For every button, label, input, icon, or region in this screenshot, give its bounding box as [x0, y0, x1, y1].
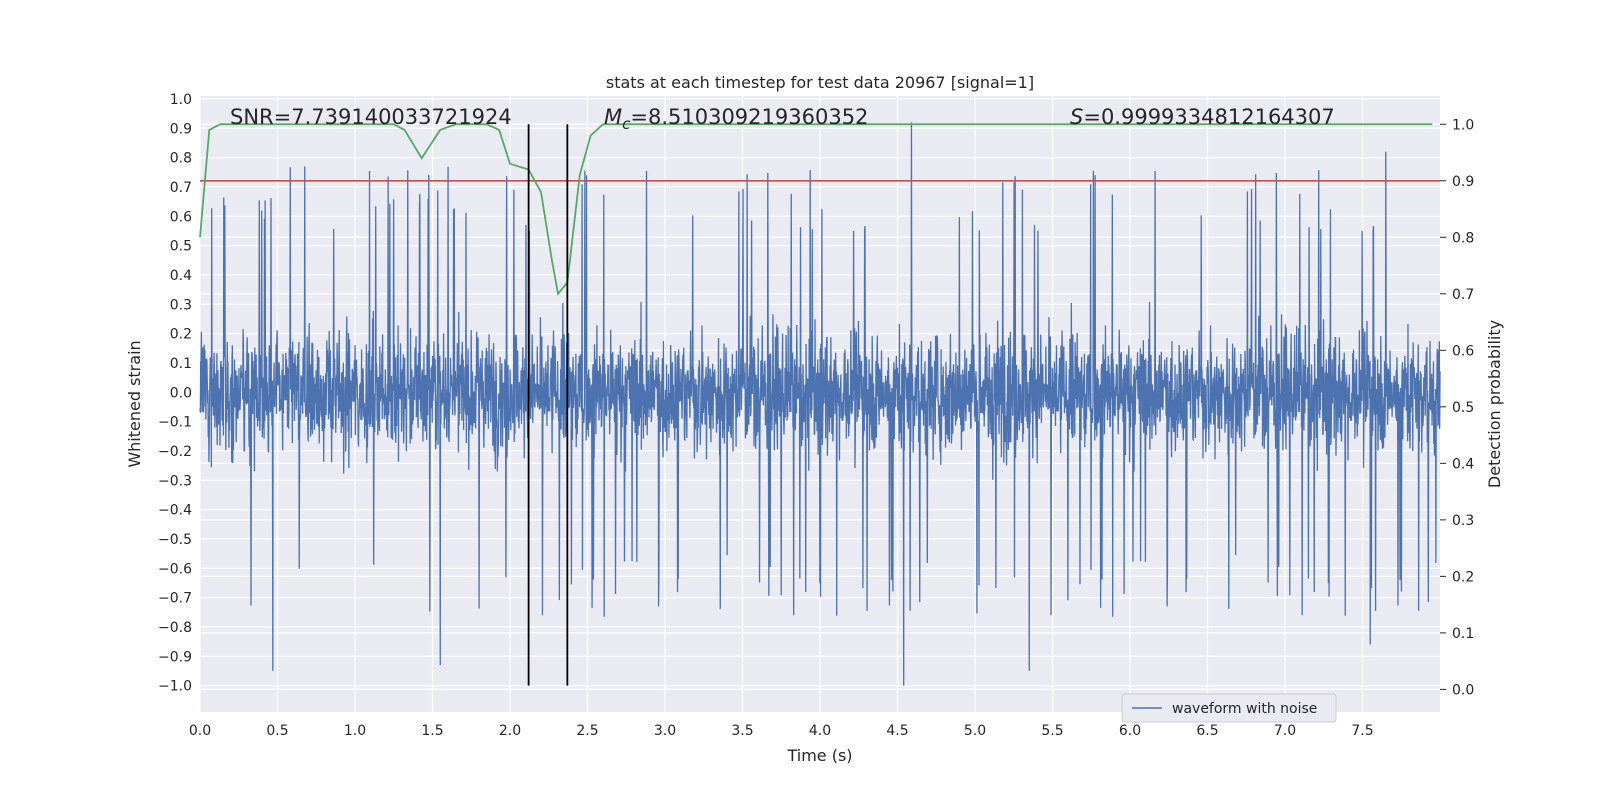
score-annotation: S=0.9999334812164307	[1070, 105, 1335, 129]
y2-tick-label: 0.9	[1452, 174, 1474, 190]
waveform-series	[199, 122, 1441, 686]
y2-tick-label: 0.1	[1452, 626, 1474, 642]
axes: 1.0 0.9 0.8 0.7 0.6 0.5 0.4 0.3 0.2 0.1 0.0 −0.1 −0.…	[158, 92, 1474, 739]
y-tick-label: −0.1	[158, 415, 192, 431]
snr-annotation: SNR=7.739140033721924	[230, 105, 512, 129]
y-tick-label: −0.5	[158, 532, 192, 548]
y-tick-label: −0.6	[158, 561, 192, 577]
chirp-mass-symbol: M	[604, 105, 622, 129]
y-tick-label: −0.7	[158, 591, 192, 607]
x-axis-label: Time (s)	[786, 746, 852, 765]
y-tick-label: −0.9	[158, 649, 192, 665]
chirp-mass-annotation: Mc=8.510309219360352	[604, 105, 868, 133]
y2-tick-label: 0.2	[1452, 569, 1474, 585]
x-tick-label: 6.0	[1119, 723, 1141, 739]
y-axis-label: Whitened strain	[125, 340, 144, 467]
y-tick-label: 0.2	[170, 327, 192, 343]
y-tick-label: −1.0	[158, 679, 192, 695]
score-symbol: S	[1070, 105, 1083, 129]
y-tick-label: 0.6	[170, 209, 192, 225]
overlay-lines	[199, 123, 1440, 686]
x-tick-label: 0.0	[189, 723, 211, 739]
y-tick-label: 0.0	[170, 385, 192, 401]
x-tick-label: 2.0	[499, 723, 521, 739]
y2-tick-label: 0.5	[1452, 400, 1474, 416]
y-tick-label: 0.7	[170, 180, 192, 196]
legend: waveform with noise	[1121, 693, 1337, 723]
y2-tick-label: 0.0	[1452, 682, 1474, 698]
chirp-mass-subscript: c	[622, 115, 631, 133]
y-tick-label: 0.4	[170, 268, 192, 284]
y2-tick-label: 1.0	[1452, 117, 1474, 133]
x-tick-label: 4.0	[809, 723, 831, 739]
x-tick-label: 1.0	[344, 723, 366, 739]
x-tick-label: 3.5	[731, 723, 753, 739]
y-tick-label: 0.8	[170, 151, 192, 167]
y-tick-label: 0.9	[170, 121, 192, 137]
y2-tick-label: 0.6	[1452, 343, 1474, 359]
y-tick-label: 0.3	[170, 297, 192, 313]
y-tick-label: 0.5	[170, 239, 192, 255]
x-tick-label: 7.5	[1351, 723, 1373, 739]
x-tick-label: 7.0	[1274, 723, 1296, 739]
y-tick-label: −0.3	[158, 473, 192, 489]
x-tick-label: 1.5	[421, 723, 443, 739]
y-tick-label: −0.2	[158, 444, 192, 460]
y-tick-label: 0.1	[170, 356, 192, 372]
y-tick-label: −0.4	[158, 503, 192, 519]
x-tick-label: 5.5	[1041, 723, 1063, 739]
chirp-mass-value: =8.510309219360352	[630, 105, 868, 129]
x-tick-label: 5.0	[964, 723, 986, 739]
chart-title: stats at each timestep for test data 209…	[606, 73, 1034, 92]
x-tick-label: 3.0	[654, 723, 676, 739]
y2-tick-label: 0.4	[1452, 456, 1474, 472]
legend-label: waveform with noise	[1172, 701, 1317, 717]
y2-axis-label: Detection probability	[1485, 320, 1504, 488]
x-tick-label: 2.5	[576, 723, 598, 739]
x-tick-label: 6.5	[1196, 723, 1218, 739]
score-value: =0.9999334812164307	[1083, 105, 1334, 129]
y2-tick-label: 0.8	[1452, 230, 1474, 246]
y2-tick-label: 0.3	[1452, 513, 1474, 529]
legend-box	[1121, 693, 1337, 723]
x-tick-label: 0.5	[266, 723, 288, 739]
y-tick-label: −0.8	[158, 620, 192, 636]
y2-tick-label: 0.7	[1452, 287, 1474, 303]
x-tick-label: 4.5	[886, 723, 908, 739]
y-tick-label: 1.0	[170, 92, 192, 108]
waveform-line	[199, 122, 1441, 686]
